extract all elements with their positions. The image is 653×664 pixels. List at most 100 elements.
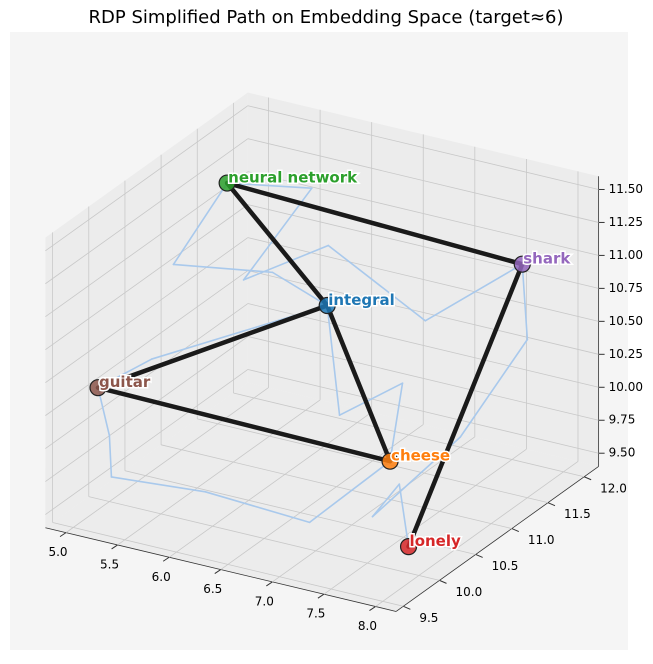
grid-line: [52, 522, 404, 607]
original-path-segment: [327, 244, 427, 322]
original-path-segment: [150, 331, 241, 360]
z-tick-label: 11.00: [609, 248, 643, 262]
point: [381, 452, 399, 470]
y-tick: [403, 605, 411, 610]
grid-line: [161, 444, 512, 529]
y-tick-label: 10.5: [492, 559, 519, 573]
grid-line: [45, 369, 249, 515]
x-tick: [59, 532, 67, 538]
original-path-segment: [172, 263, 266, 273]
chart-title: RDP Simplified Path on Embedding Space (…: [89, 7, 564, 28]
y-tick-label: 10.0: [456, 585, 483, 599]
grid-line: [233, 392, 585, 478]
x-tick: [214, 569, 222, 574]
axis-line: [395, 466, 599, 612]
x-tick: [317, 593, 325, 599]
x-tick: [369, 606, 376, 611]
y-tick: [511, 528, 520, 533]
original-path-segment: [338, 382, 404, 417]
grid-line: [247, 138, 599, 223]
z-tick-label: 10.00: [609, 380, 643, 394]
z-tick-label: 9.75: [609, 413, 636, 427]
grid-line: [197, 418, 549, 504]
z-tick-label: 10.75: [609, 281, 643, 295]
grid-line: [45, 105, 249, 252]
simplified-path-segment: [224, 180, 525, 267]
simplified-path-segment: [224, 180, 330, 308]
simplified-path-segment: [406, 261, 525, 549]
grid-line: [247, 105, 599, 190]
original-path-segment: [108, 434, 113, 478]
x-tick-label: 6.5: [203, 582, 222, 596]
grid-line: [247, 270, 599, 355]
original-path-segment: [459, 338, 529, 438]
y-tick: [475, 554, 483, 558]
grid-line: [220, 424, 424, 570]
grid-line: [247, 303, 599, 388]
original-path-segment: [271, 271, 329, 307]
point: [89, 379, 107, 397]
x-tick: [266, 581, 273, 587]
z-tick-label: 10.50: [609, 314, 643, 328]
grid-line: [45, 303, 249, 449]
z-tick-label: 11.50: [609, 182, 643, 196]
grid-line: [45, 204, 249, 351]
simplified-path-segment: [324, 303, 393, 464]
simplified-path-segment: [95, 385, 393, 464]
original-path-segment: [521, 263, 529, 341]
grid-line: [247, 369, 599, 454]
grid-line: [45, 336, 249, 482]
grid-line: [45, 138, 249, 285]
point-label: neural network: [228, 169, 358, 187]
y-tick-label: 11.5: [564, 507, 591, 521]
x-tick-label: 8.0: [358, 619, 377, 633]
x-tick: [111, 544, 118, 550]
grid-line: [45, 237, 249, 383]
grid-line: [117, 399, 321, 546]
original-path-segment: [308, 460, 391, 524]
grid-line: [45, 270, 249, 416]
z-tick-label: 11.25: [609, 215, 643, 229]
x-tick-label: 6.0: [152, 570, 171, 584]
z-tick-label: 9.50: [609, 446, 636, 460]
point: [318, 296, 336, 315]
simplified-path-segment: [95, 303, 330, 390]
y-tick: [547, 502, 556, 507]
point: [218, 174, 236, 192]
y-tick-label: 11.0: [528, 533, 555, 547]
original-path-segment: [326, 304, 341, 417]
original-path-segment: [398, 483, 410, 548]
point-label: integral: [328, 291, 395, 309]
grid-line: [247, 237, 599, 322]
original-path-segment: [424, 263, 524, 322]
point-label: shark: [523, 250, 571, 268]
grid-line: [323, 448, 527, 595]
original-path-segment: [172, 182, 228, 266]
original-path-segment: [204, 491, 311, 524]
original-path-segment: [242, 244, 330, 281]
x-tick-label: 7.0: [255, 594, 274, 608]
point-label: lonely: [410, 532, 461, 550]
point: [399, 538, 418, 556]
x-tick-label: 7.5: [306, 607, 325, 621]
x-tick-label: 5.5: [100, 557, 119, 571]
original-path-segment: [226, 182, 313, 189]
y-tick-label: 12.0: [600, 481, 627, 495]
grid-line: [45, 171, 249, 318]
y-tick: [583, 476, 592, 481]
grid-line: [65, 387, 269, 533]
point: [513, 255, 531, 273]
point-label: guitar: [99, 373, 151, 391]
original-path-segment: [371, 483, 401, 518]
grid-line: [168, 411, 372, 558]
original-path-segment: [110, 476, 207, 493]
grid-line: [247, 204, 599, 289]
x-tick: [162, 556, 170, 562]
y-tick: [439, 579, 447, 584]
grid-line: [88, 496, 440, 581]
original-path-segment: [389, 382, 404, 462]
grid-line: [247, 171, 599, 256]
grid-line: [375, 461, 579, 607]
point-label: cheese: [391, 447, 450, 465]
